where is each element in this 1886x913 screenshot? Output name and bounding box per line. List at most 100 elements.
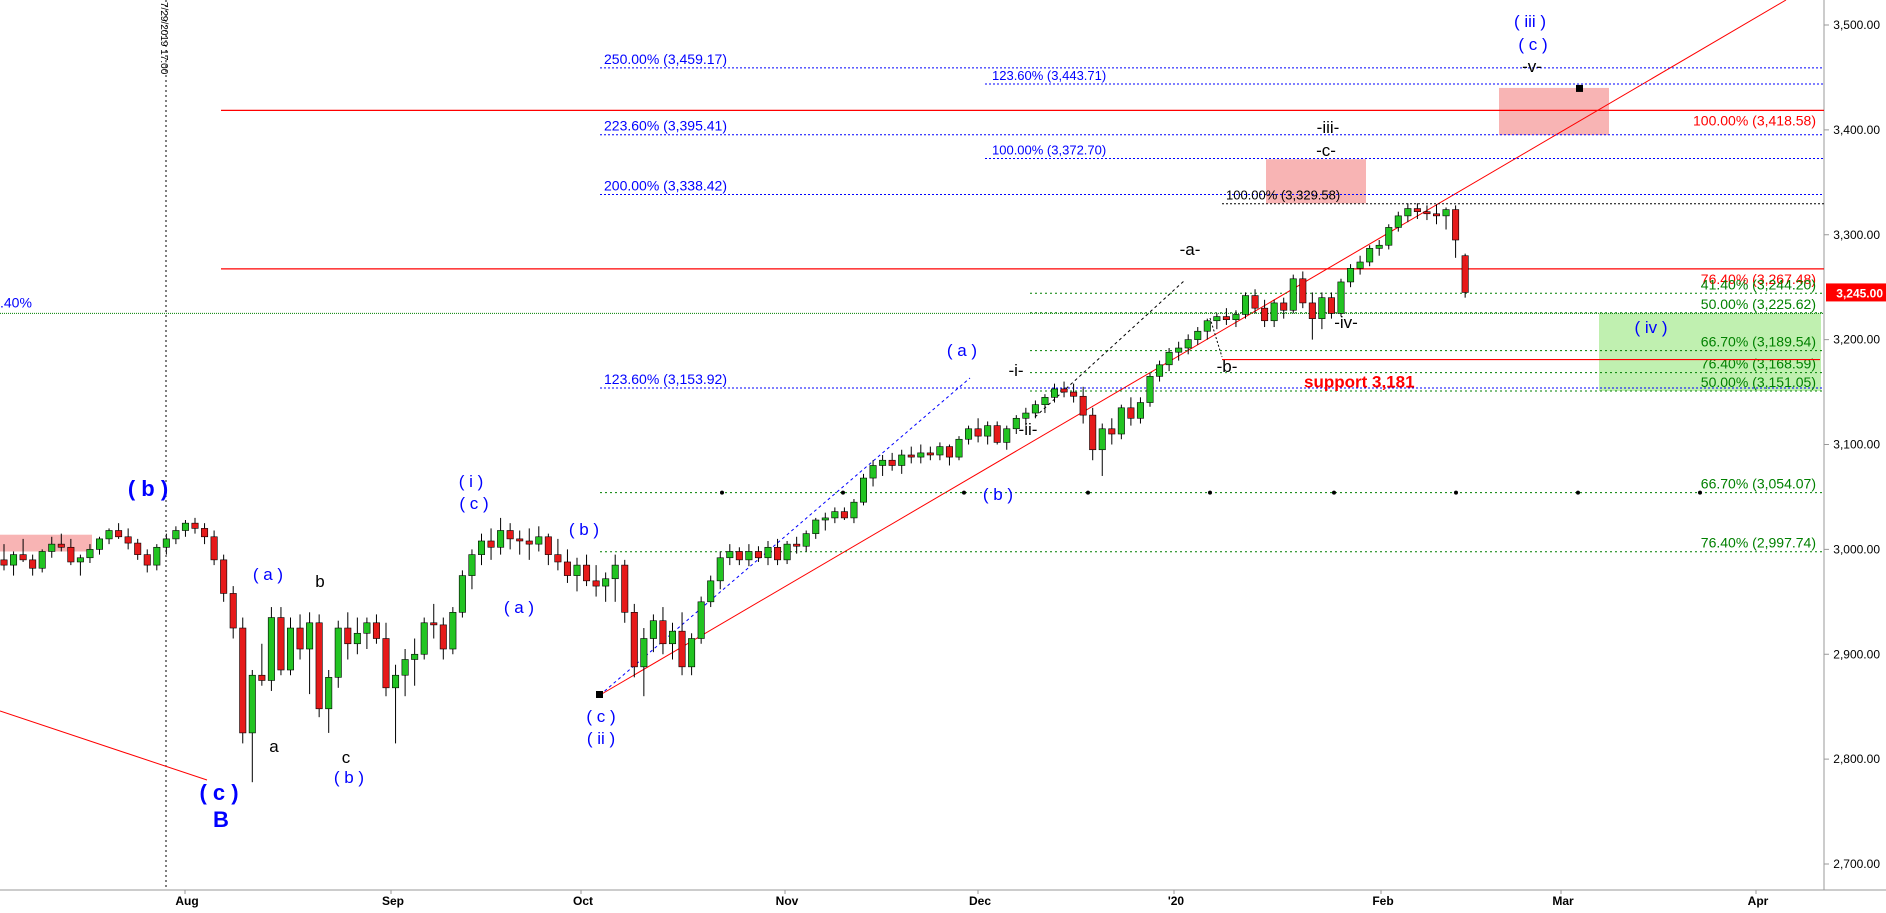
wave-label-6: c: [342, 748, 351, 767]
level-marker-dot-3: [1086, 490, 1090, 495]
candle-body-153: [1461, 255, 1469, 293]
x-tick-label-4: Dec: [969, 894, 991, 908]
candle-body-5: [48, 543, 56, 552]
candle-body-18: [172, 530, 180, 540]
lower-trendline: [0, 710, 208, 781]
candle-body-113: [1079, 395, 1087, 416]
candle-body-57: [544, 536, 552, 555]
candle-body-10: [96, 538, 104, 550]
candle-body-116: [1108, 428, 1116, 435]
swing-low-marker: [596, 691, 603, 698]
x-tick-label-1: Sep: [382, 894, 404, 908]
wave-label-14: ( a ): [947, 341, 977, 360]
y-tick-label-1: 3,400.00: [1833, 123, 1880, 137]
green-level-label-5: 66.70% (3,054.07): [1701, 476, 1816, 492]
candle-body-62: [592, 580, 600, 587]
support-trendline: [599, 0, 1787, 696]
wave-label-3: ( a ): [253, 565, 283, 584]
level-marker-dot-5: [1332, 490, 1336, 495]
wave-label-25: ( c ): [1518, 35, 1547, 54]
fib-label-mid-1: 100.00% (3,372.70): [992, 143, 1106, 158]
candle-body-94: [898, 454, 906, 466]
y-tick-label-6: 2,900.00: [1833, 647, 1880, 661]
x-tick-label-5: '20: [1168, 894, 1185, 908]
fib-label-mid-0: 123.60% (3,443.71): [992, 68, 1106, 83]
candle-body-6: [57, 543, 65, 548]
x-tick-label-7: Mar: [1552, 894, 1574, 908]
candle-body-75: [716, 557, 724, 582]
candle-body-89: [850, 501, 858, 519]
wave-label-16: -i-: [1008, 361, 1023, 380]
candle-body-122: [1165, 351, 1173, 366]
fib-label-black: 100.00% (3,329.58): [1226, 188, 1340, 203]
wave-b-connector: [1209, 317, 1223, 358]
candle-body-124: [1184, 339, 1192, 349]
wave-label-15: ( b ): [983, 485, 1013, 504]
candle-body-60: [573, 564, 581, 576]
candle-body-45: [430, 622, 438, 626]
candle-body-92: [879, 459, 887, 466]
candle-body-26: [248, 674, 256, 734]
wave-label-10: ( a ): [504, 598, 534, 617]
red-level-label-1: 76.40% (3,267.48): [1701, 271, 1816, 287]
candle-body-79: [754, 551, 762, 559]
candle-body-118: [1127, 407, 1135, 419]
candle-body-4: [38, 551, 46, 569]
candle-body-110: [1051, 388, 1059, 398]
candle-body-15: [143, 554, 151, 566]
candle-body-125: [1194, 330, 1202, 340]
level-marker-dot-1: [841, 490, 845, 495]
candle-body-50: [477, 540, 485, 555]
wave-label-9: ( c ): [459, 494, 488, 513]
candle-body-152: [1452, 209, 1460, 241]
candle-body-34: [325, 677, 333, 710]
candle-body-61: [583, 564, 591, 582]
candle-body-69: [659, 620, 667, 645]
candle-body-16: [153, 546, 161, 566]
candle-body-77: [735, 551, 743, 561]
candle-body-96: [917, 452, 925, 458]
candle-body-103: [984, 425, 992, 437]
green-level-label-1: 50.00% (3,225.62): [1701, 296, 1816, 312]
candle-body-72: [688, 638, 696, 668]
wave-label-8: ( i ): [459, 472, 484, 491]
candle-body-114: [1089, 414, 1097, 451]
candle-body-137: [1308, 302, 1316, 319]
candle-body-80: [764, 546, 772, 559]
last-price-label: 3,245.00: [1836, 286, 1883, 300]
y-tick-label-7: 2,800.00: [1833, 752, 1880, 766]
green-level-label-2: 66.70% (3,189.54): [1701, 334, 1816, 350]
candle-body-66: [630, 611, 638, 668]
candle-body-88: [840, 511, 848, 519]
candle-body-30: [286, 627, 294, 671]
candle-body-19: [181, 522, 189, 531]
x-tick-label-3: Nov: [776, 894, 799, 908]
candle-body-149: [1423, 211, 1431, 215]
level-marker-dot-4: [1208, 490, 1212, 495]
candle-body-91: [869, 465, 877, 479]
date-marker-label: 7/29/2019 17:00: [158, 2, 169, 75]
wave-label-18: -a-: [1180, 240, 1201, 259]
candle-body-104: [993, 425, 1001, 443]
candle-body-2: [19, 554, 27, 561]
candle-body-97: [926, 452, 934, 456]
resistance-zone-left: [0, 534, 92, 552]
wave-label-22: -iv-: [1334, 313, 1358, 332]
candle-body-74: [707, 580, 715, 603]
candle-body-46: [439, 624, 447, 650]
candle-body-129: [1232, 314, 1240, 320]
candle-body-105: [1003, 428, 1011, 443]
candle-body-81: [774, 546, 782, 561]
candle-body-58: [554, 554, 562, 563]
candle-body-32: [306, 622, 314, 650]
wave-label-19: -b-: [1217, 357, 1238, 376]
candle-body-22: [210, 536, 218, 561]
level-marker-dot-2: [962, 490, 966, 495]
candle-body-76: [726, 551, 734, 559]
candle-body-56: [535, 536, 543, 545]
wave-path-oct-nov: [599, 377, 971, 696]
candle-body-90: [859, 477, 867, 503]
green-level-label-3: 76.40% (3,168.59): [1701, 356, 1816, 372]
candle-body-151: [1442, 209, 1450, 217]
